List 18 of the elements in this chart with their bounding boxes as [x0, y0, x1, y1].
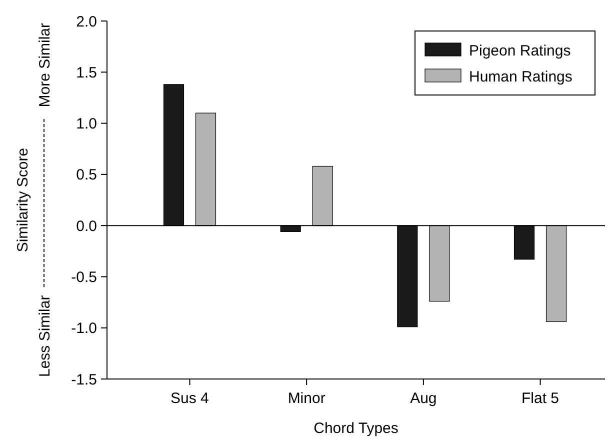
y-tick-label: 1.0: [76, 116, 97, 133]
y-tick-label: -0.5: [71, 268, 97, 286]
x-tick-label: Minor: [288, 390, 326, 407]
y-tick-label: 0.5: [76, 166, 97, 184]
x-axis-title: Chord Types: [314, 420, 398, 437]
text: Similarity Score: [14, 148, 32, 252]
x-tick-label: Aug: [410, 390, 437, 407]
text: Less Similar: [36, 295, 54, 377]
y-tick-label: -1.0: [71, 320, 97, 338]
x-tick-label: Flat 5: [522, 390, 560, 407]
legend-label: Human Ratings: [469, 68, 572, 86]
y-tick-label: 2.0: [76, 13, 97, 30]
legend-label: Pigeon Ratings: [469, 42, 571, 60]
y-tick-label: -1.5: [71, 371, 97, 388]
text: More Similar: [36, 23, 54, 108]
y-tick-label: 0.0: [76, 218, 97, 235]
x-tick-label: Sus 4: [170, 390, 209, 407]
y-tick-label: 1.5: [76, 64, 97, 82]
